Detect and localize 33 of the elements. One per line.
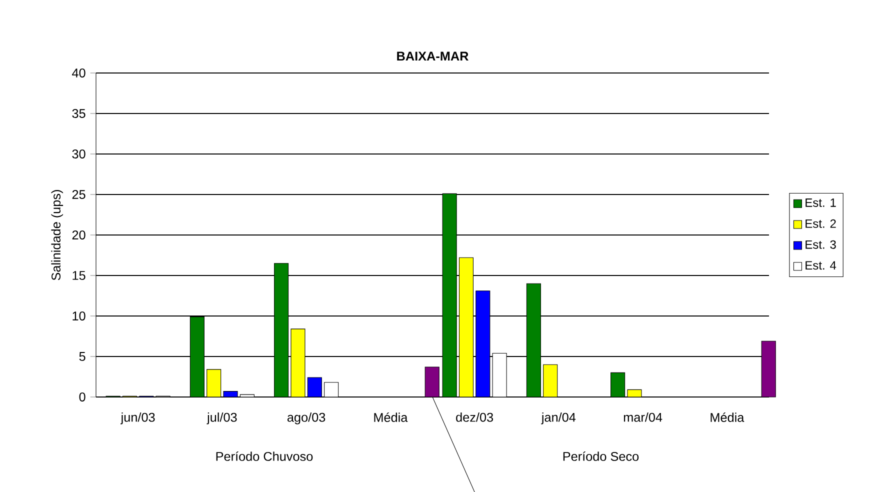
bar [627, 389, 642, 398]
y-tick-label: 20 [72, 230, 86, 240]
legend-label: Est. 2 [806, 219, 836, 228]
x-tick-label: Média [710, 412, 744, 422]
x-tick-label: jan/04 [541, 412, 576, 424]
y-tick-label: 5 [79, 352, 86, 361]
bar [610, 372, 626, 398]
x-tick-label: ago/03 [287, 412, 326, 424]
y-axis-title: Salinidade (ups) [51, 190, 64, 280]
legend-label: Est. 3 [806, 240, 836, 249]
text: Período Seco [563, 451, 639, 461]
x-tick-label: jun/03 [120, 412, 155, 424]
bar [324, 382, 339, 398]
y-tick-label: 25 [72, 190, 86, 199]
y-tick-label: 10 [72, 311, 86, 320]
x-tick-label: mar/04 [624, 412, 662, 422]
chart-title: BAIXA-MAR [397, 52, 468, 60]
bar [307, 377, 322, 398]
bar [240, 394, 254, 398]
y-tick-label: 40 [72, 68, 86, 78]
legend-label: Est. 4 [806, 261, 836, 270]
bar [543, 364, 558, 398]
x-tick-label: Média [374, 412, 408, 422]
y-tick-label: 30 [72, 149, 86, 158]
y-tick-label: 15 [72, 270, 86, 280]
bar [223, 390, 238, 398]
x-tick-label: dez/03 [456, 412, 494, 422]
y-tick-label: 0 [79, 392, 86, 402]
y-tick-label: 35 [72, 108, 86, 118]
text: Período Chuvoso [216, 451, 313, 461]
bar [206, 369, 222, 398]
legend-label: Est. 1 [806, 198, 836, 207]
x-tick-label: jul/03 [206, 412, 237, 424]
